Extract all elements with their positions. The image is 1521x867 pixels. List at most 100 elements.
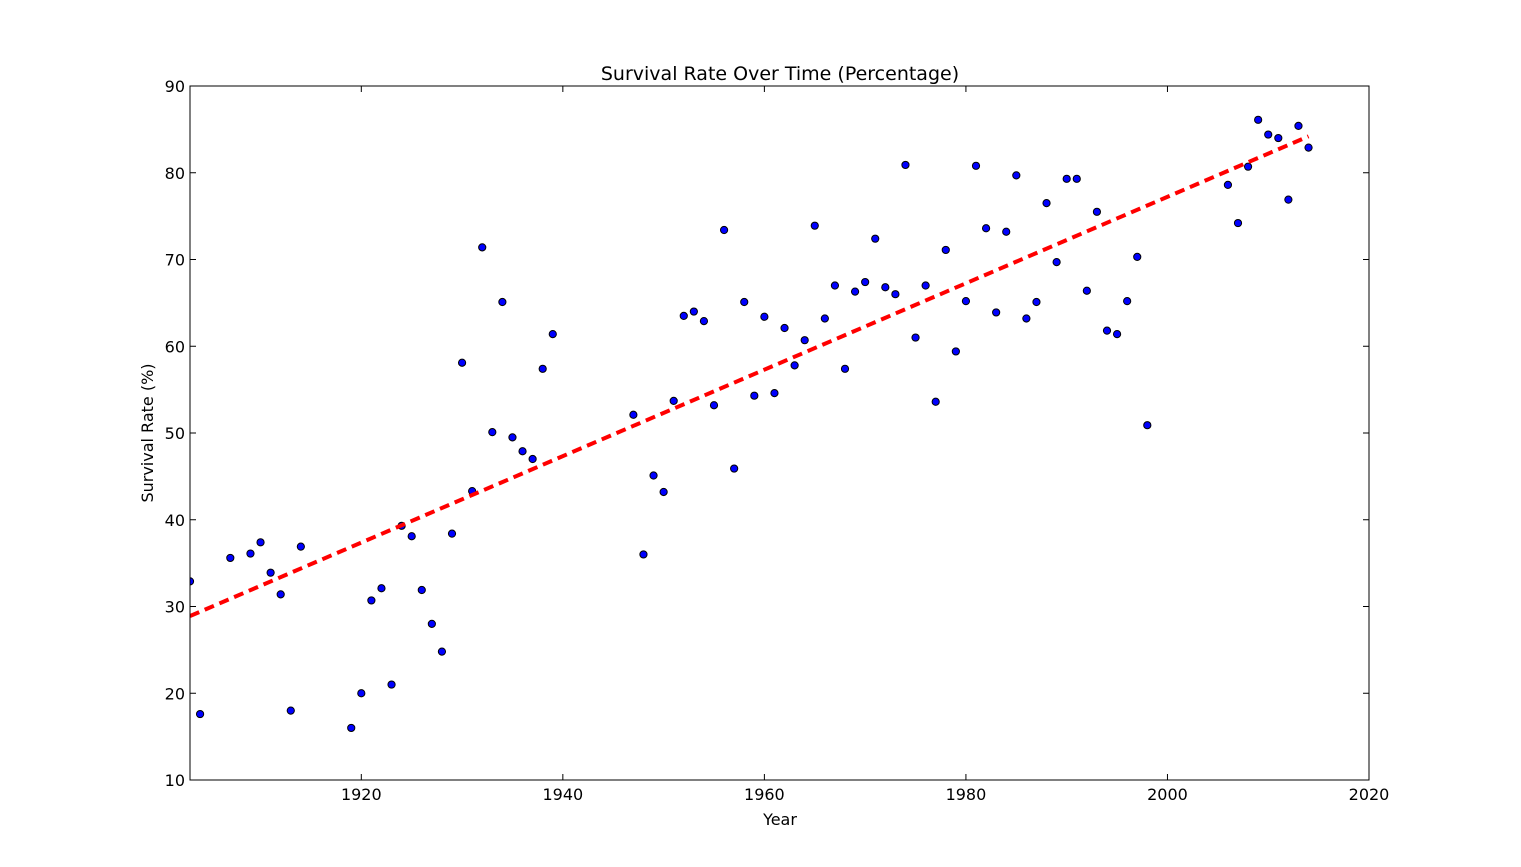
data-point [810, 221, 819, 230]
data-point [921, 281, 930, 290]
data-point [770, 389, 779, 398]
data-point [1052, 258, 1061, 267]
data-point [689, 307, 698, 316]
data-point [437, 647, 447, 656]
chart-title: Survival Rate Over Time (Percentage) [601, 63, 959, 85]
data-point [1243, 162, 1253, 171]
data-point [1304, 143, 1313, 152]
x-tick-label: 1960 [744, 785, 785, 804]
data-point [750, 391, 759, 400]
data-point [971, 161, 981, 170]
data-point [629, 410, 638, 419]
data-point [1032, 297, 1041, 307]
data-point [881, 283, 890, 292]
data-point [1143, 421, 1152, 430]
data-point [951, 347, 960, 356]
data-point [861, 277, 870, 287]
data-point [528, 454, 537, 464]
data-point [850, 287, 860, 296]
data-point [760, 312, 769, 321]
data-point [740, 297, 749, 307]
data-point [1294, 121, 1303, 131]
y-tick-label: 60 [165, 337, 185, 356]
y-axis-label: Survival Rate (%) [138, 363, 157, 502]
data-point [1274, 133, 1283, 143]
data-point [1042, 199, 1051, 208]
data-point [407, 532, 416, 541]
data-point [286, 706, 295, 715]
x-tick-label: 2000 [1147, 785, 1188, 804]
data-point [709, 401, 719, 410]
data-point [226, 553, 235, 563]
y-tick-label: 40 [165, 511, 185, 530]
data-point [518, 447, 527, 456]
data-point [190, 577, 195, 586]
data-point [800, 336, 809, 345]
data-point [659, 487, 668, 497]
plot-content [190, 115, 1313, 733]
data-point [1072, 174, 1081, 183]
data-point [941, 245, 950, 255]
data-point [508, 433, 517, 442]
data-point [1082, 286, 1091, 295]
y-tick-label: 90 [165, 77, 185, 96]
data-point [699, 316, 709, 326]
data-point [367, 596, 376, 605]
data-point [1012, 171, 1021, 180]
data-point [719, 225, 729, 235]
data-point [1123, 297, 1132, 306]
data-point [649, 471, 658, 480]
data-point [195, 709, 205, 719]
data-point [830, 281, 840, 290]
data-point [1062, 174, 1071, 183]
data-point [1223, 180, 1233, 189]
data-point [1092, 207, 1102, 216]
data-point [679, 311, 688, 320]
data-point [538, 364, 547, 373]
data-point [981, 224, 991, 233]
data-point [548, 330, 557, 339]
data-point [266, 568, 275, 577]
data-point [1233, 218, 1243, 228]
data-point [1112, 330, 1122, 339]
data-point [347, 723, 356, 733]
y-tick-label: 80 [165, 164, 185, 183]
data-point [1022, 314, 1031, 323]
data-point [780, 323, 789, 333]
x-tick-label: 1940 [542, 785, 583, 804]
y-tick-label: 50 [165, 424, 185, 443]
data-point [911, 333, 920, 342]
data-point [1264, 130, 1273, 139]
y-tick-label: 30 [165, 598, 185, 617]
data-point [417, 585, 426, 595]
data-point [1254, 115, 1263, 124]
trend-line [190, 134, 1310, 618]
data-point [447, 529, 457, 538]
y-tick-label: 70 [165, 251, 185, 270]
data-point [840, 364, 850, 373]
data-point [357, 689, 366, 698]
data-point [387, 680, 396, 689]
x-tick-label: 2020 [1349, 785, 1390, 804]
data-point [1284, 195, 1293, 204]
data-point [1002, 227, 1011, 236]
plot-area [190, 115, 1313, 733]
data-point [790, 361, 799, 370]
y-tick-label: 20 [165, 684, 185, 703]
data-point [488, 428, 497, 437]
data-point [639, 550, 648, 559]
data-point [276, 590, 285, 599]
x-tick-label: 1920 [341, 785, 382, 804]
data-point [457, 358, 467, 367]
data-point [296, 542, 305, 551]
data-point [246, 549, 255, 558]
data-point [498, 297, 507, 307]
data-point [931, 397, 940, 406]
data-point [820, 314, 829, 323]
axis-ticks: 10 20 30 40 50 60 70 80 90 1920 1940 1960 1980 2000 20… [165, 77, 1390, 804]
data-point [377, 584, 386, 593]
data-point [992, 308, 1001, 317]
data-point [256, 538, 265, 547]
data-point [871, 234, 880, 243]
